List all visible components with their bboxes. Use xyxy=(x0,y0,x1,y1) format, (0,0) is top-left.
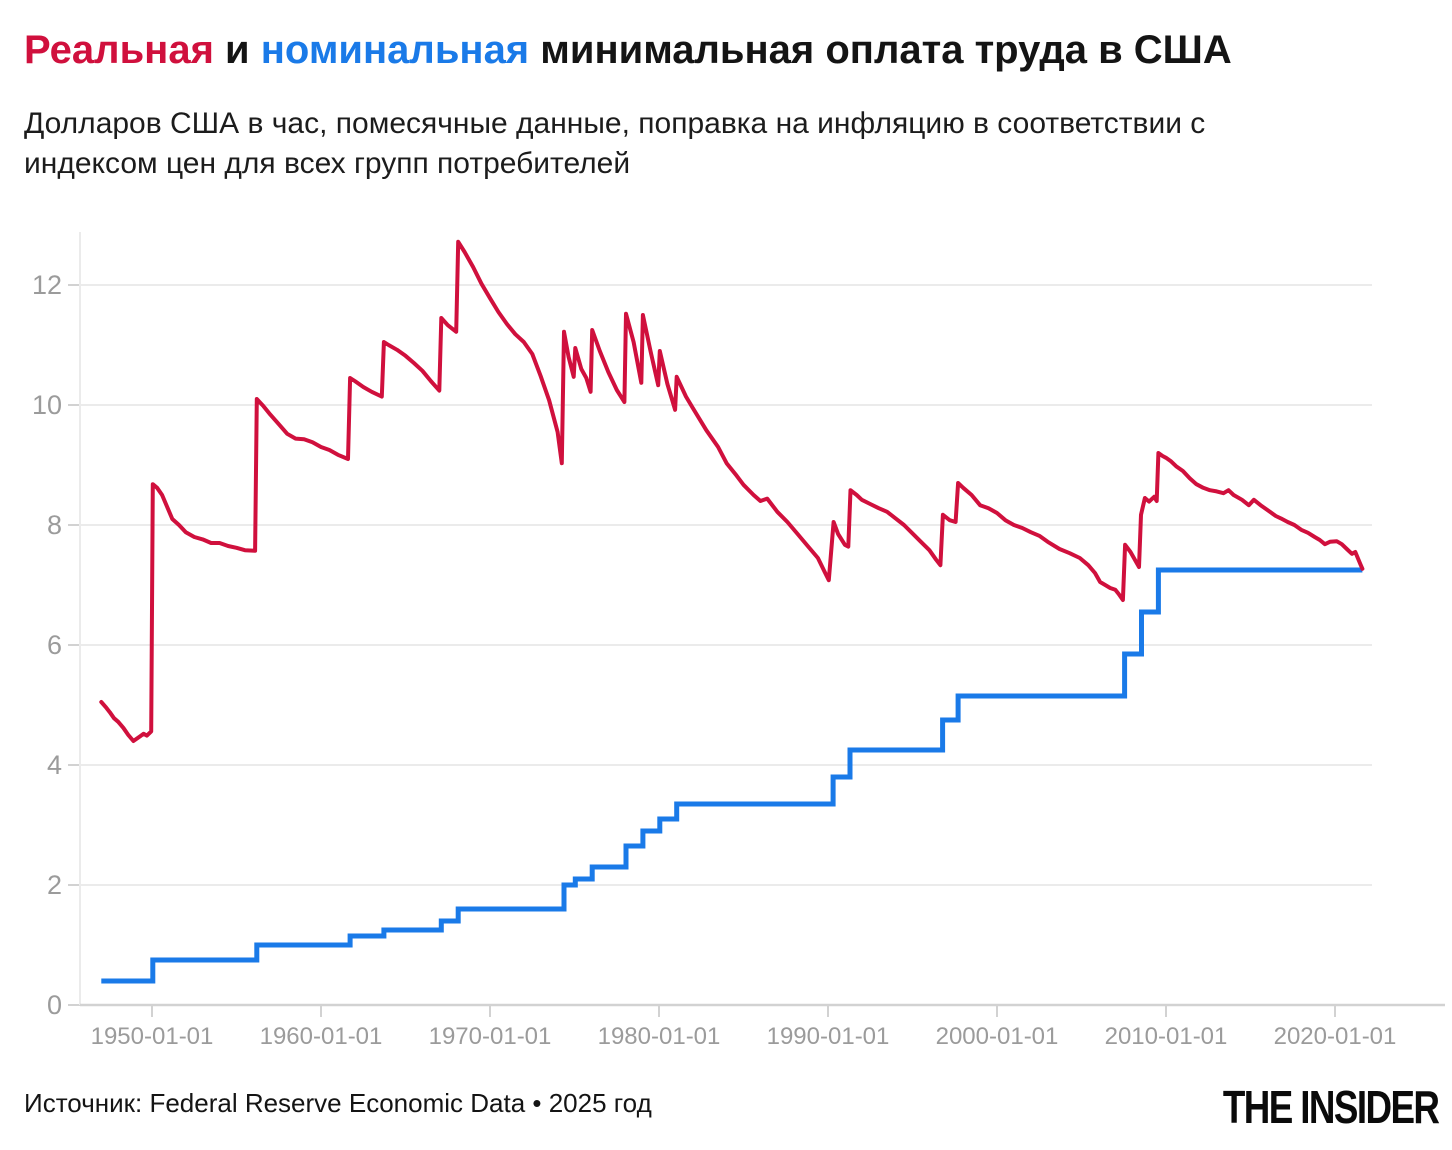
x-tick-label: 1980-01-01 xyxy=(598,1023,721,1050)
x-tick-label: 2020-01-01 xyxy=(1274,1023,1397,1050)
x-tick-label: 1970-01-01 xyxy=(429,1023,552,1050)
y-tick-label: 2 xyxy=(47,870,62,900)
y-tick-label: 10 xyxy=(32,390,62,420)
y-tick-label: 0 xyxy=(47,990,62,1020)
subtitle-line1: Долларов США в час, помесячные данные, п… xyxy=(24,107,1206,140)
x-tick-label: 1950-01-01 xyxy=(91,1023,214,1050)
title-word-and: и xyxy=(213,28,261,72)
page-title: Реальная и номинальная минимальная оплат… xyxy=(24,28,1424,73)
title-rest: минимальная оплата труда в США xyxy=(529,28,1232,72)
title-word-real: Реальная xyxy=(24,28,214,72)
nominal-wage-line xyxy=(101,567,1363,984)
x-tick-label: 1960-01-01 xyxy=(260,1023,383,1050)
x-tick-label: 2000-01-01 xyxy=(936,1023,1059,1050)
subtitle-line2: индексом цен для всех групп потребителей xyxy=(24,147,631,180)
x-tick-label: 1990-01-01 xyxy=(767,1023,890,1050)
the-insider-logo: THE INSIDER xyxy=(1222,1081,1440,1133)
y-tick-label: 4 xyxy=(47,750,62,780)
y-tick-label: 12 xyxy=(32,270,62,300)
y-tick-label: 6 xyxy=(47,630,62,660)
chart-subtitle: Долларов США в час, помесячные данные, п… xyxy=(24,104,1414,184)
source-note: Источник: Federal Reserve Economic Data … xyxy=(24,1088,652,1118)
title-word-nominal: номинальная xyxy=(260,28,530,72)
x-tick-label: 2010-01-01 xyxy=(1105,1023,1228,1050)
real-wage-line xyxy=(99,239,1365,743)
y-tick-label: 8 xyxy=(47,510,62,540)
